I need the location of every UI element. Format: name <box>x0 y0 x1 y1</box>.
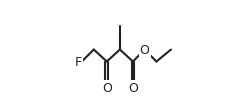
Text: O: O <box>128 81 137 94</box>
Text: F: F <box>74 56 81 68</box>
Text: O: O <box>139 44 149 57</box>
Text: F: F <box>74 56 81 68</box>
Text: O: O <box>102 81 111 94</box>
